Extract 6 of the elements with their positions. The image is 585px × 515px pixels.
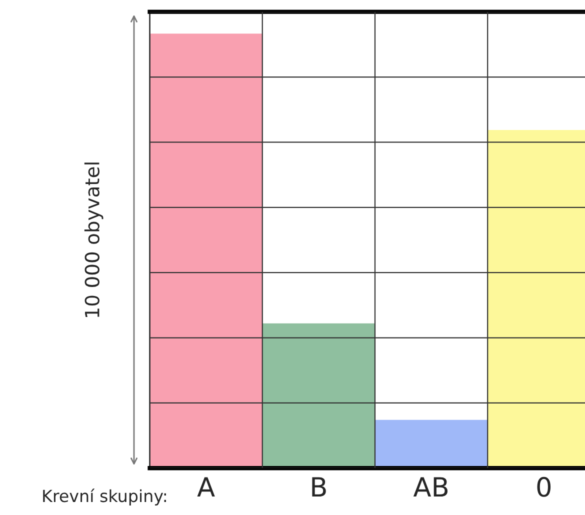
x-tick-label: B [312,477,326,497]
x-tick-label: 0 [537,476,551,497]
x-axis-title: Krevní skupiny: [43,488,166,506]
x-tick-label: A [197,477,215,497]
x-tick-label: AB [413,477,448,497]
y-axis-title: 10 000 obyvatel [84,162,104,318]
